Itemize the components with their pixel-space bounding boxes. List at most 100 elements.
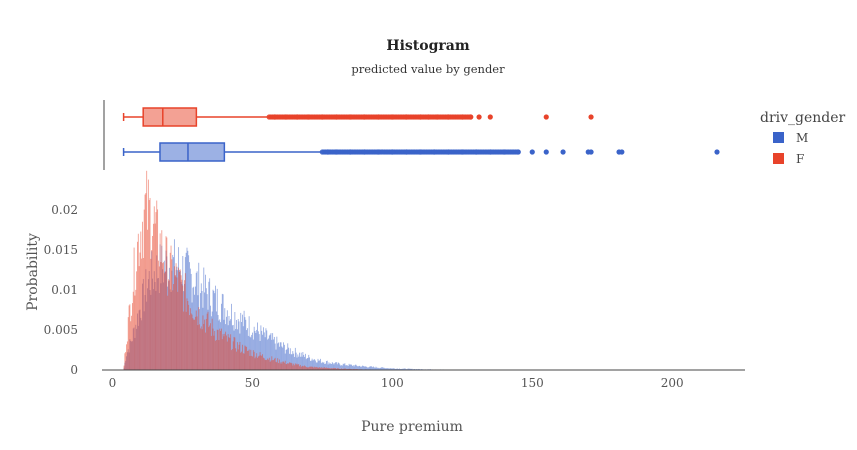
histogram-bar <box>394 368 396 370</box>
boxplot-outlier <box>714 149 720 155</box>
boxplot-outlier <box>417 149 423 155</box>
histogram-bar <box>161 230 163 370</box>
histogram-bar <box>210 335 212 370</box>
histogram-bar <box>317 367 319 370</box>
histogram-bar <box>273 360 274 370</box>
chart-title: Histogram <box>386 38 469 54</box>
legend-item-M[interactable]: M <box>773 131 808 145</box>
histogram-bar <box>245 319 247 370</box>
histogram-bar <box>328 368 330 370</box>
histogram-bar <box>368 367 370 370</box>
histogram-bar <box>418 368 420 370</box>
histogram-bar <box>244 317 246 370</box>
histogram-bar <box>307 367 309 370</box>
histogram-bar <box>263 358 265 370</box>
histogram-bar <box>338 368 340 370</box>
boxplot-outlier <box>543 149 549 155</box>
boxplot-outlier <box>333 114 339 120</box>
boxplot-box <box>159 142 226 162</box>
boxplot-outlier <box>543 114 549 120</box>
histogram-bar <box>283 344 285 370</box>
histogram-bar <box>123 365 125 370</box>
histogram-bar <box>348 368 350 370</box>
histogram-bar <box>290 362 292 370</box>
histogram-bar <box>331 362 333 370</box>
histogram-bar <box>317 358 319 370</box>
histogram-bar <box>255 332 257 370</box>
legend-item-F[interactable]: F <box>773 152 804 166</box>
histogram-bar <box>134 295 136 370</box>
histogram-bar <box>137 241 138 370</box>
histogram-bar <box>165 236 167 370</box>
histogram-bar <box>308 354 310 370</box>
histogram-bar <box>138 266 140 370</box>
histogram-bar <box>266 330 268 370</box>
histogram-bar <box>309 357 311 370</box>
histogram-bar <box>305 366 307 370</box>
histogram-bar <box>286 364 288 370</box>
histogram-bar <box>294 363 296 370</box>
histogram-bar <box>257 331 259 370</box>
histogram-bar <box>231 325 233 370</box>
histogram-bar <box>269 334 271 370</box>
histogram-bar <box>264 337 266 370</box>
histogram-bar <box>209 325 211 370</box>
histogram-bar <box>166 237 168 370</box>
histogram-bar <box>378 367 379 370</box>
histogram-bar <box>387 368 389 370</box>
histogram-bar <box>410 368 412 370</box>
histogram-bar <box>260 325 262 370</box>
histogram-bar <box>392 368 394 370</box>
histogram-bar <box>216 329 218 370</box>
histogram-bar <box>399 368 400 370</box>
boxplot-M[interactable] <box>122 142 720 162</box>
histogram-bar <box>322 368 324 370</box>
histogram-bar <box>234 337 236 370</box>
boxplot-outlier <box>294 114 300 120</box>
histogram-bar <box>231 349 233 370</box>
histogram-bar <box>194 316 196 370</box>
histogram-bar <box>401 368 403 370</box>
histogram-bar <box>223 336 225 370</box>
histogram-bar <box>145 193 147 370</box>
histogram-bar <box>304 356 305 370</box>
histogram-bar <box>173 266 175 370</box>
histogram-bar <box>285 364 287 370</box>
histogram-bar <box>287 343 289 370</box>
histogram-bar <box>164 271 166 370</box>
histogram-bar <box>404 368 406 370</box>
histogram-bar <box>363 366 365 370</box>
histogram-bar <box>129 304 131 370</box>
histogram-bar <box>303 354 305 370</box>
histogram-bar <box>163 262 164 370</box>
histogram-bar <box>273 358 275 370</box>
histogram-bar <box>241 322 242 370</box>
histogram-bar <box>124 353 126 370</box>
histogram-bar <box>346 365 348 370</box>
histogram-bar <box>355 364 357 370</box>
histogram-bar <box>279 363 281 370</box>
histogram-bar <box>381 367 383 370</box>
histogram-bar <box>205 332 206 370</box>
histogram-bar <box>310 366 311 370</box>
histogram-bar <box>384 368 386 370</box>
histogram-bar <box>347 368 349 370</box>
histogram-bar <box>273 336 275 370</box>
legend-label: M <box>796 131 808 145</box>
boxplot-F[interactable] <box>122 107 594 127</box>
histogram-bar <box>414 368 415 370</box>
histogram-bar <box>170 245 172 370</box>
legend[interactable]: driv_gender MF <box>760 110 846 166</box>
histogram-bar <box>320 363 322 370</box>
histogram-bar <box>336 368 337 370</box>
histogram-bar <box>339 364 341 370</box>
histogram-bar <box>262 327 264 370</box>
boxplot-outlier <box>445 149 451 155</box>
boxplot-outlier <box>333 149 339 155</box>
histogram-bar <box>342 363 344 370</box>
histogram-bar <box>312 360 314 370</box>
histogram-bar <box>400 368 402 370</box>
histogram-bar <box>302 352 304 370</box>
histogram-bar <box>204 319 206 370</box>
boxplot-outlier <box>361 149 367 155</box>
